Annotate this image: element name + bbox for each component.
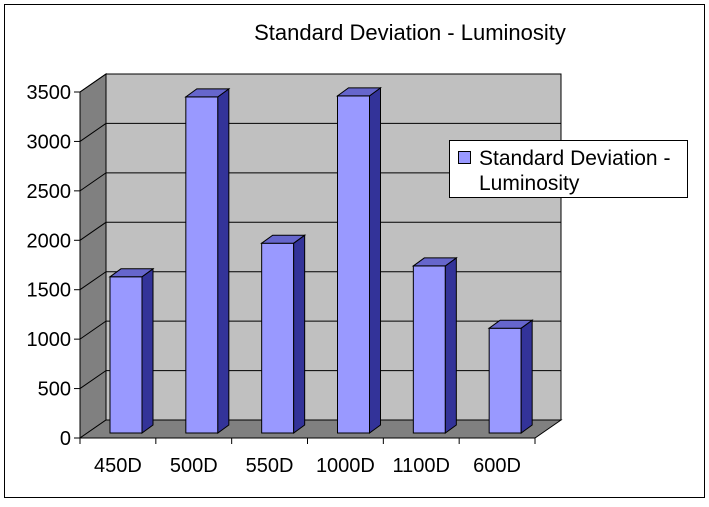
x-tick-label-1000D: 1000D <box>316 455 375 477</box>
gridline <box>79 122 561 142</box>
plot-area: 0 500 1000 1500 2000 2500 3000 3500 450D 500D 550D… <box>27 73 563 477</box>
x-tick-label-550D: 550D <box>246 455 294 477</box>
bar-top-1100D <box>411 257 458 267</box>
bar-side-550D <box>293 234 306 434</box>
legend-label-line2: Luminosity <box>479 172 580 195</box>
bar-500D <box>185 96 219 434</box>
bar-side-600D <box>520 319 533 434</box>
bar-top-1000D <box>335 87 383 97</box>
y-tick-label: 0 <box>60 428 71 450</box>
y-tick-label: 1000 <box>27 329 72 351</box>
y-tick-label: 3000 <box>27 131 72 153</box>
gridline <box>79 73 561 93</box>
bar-550D <box>261 242 295 434</box>
legend-box <box>449 140 688 198</box>
bar-side-1000D <box>369 86 381 434</box>
gridline <box>79 221 561 241</box>
y-tick-label: 500 <box>38 379 71 401</box>
gridline <box>79 271 561 291</box>
bar-side-500D <box>217 87 230 434</box>
bar-top-500D <box>184 88 231 98</box>
y-tick-label: 2000 <box>27 230 72 252</box>
bar-side-450D <box>141 267 154 434</box>
y-tick-label: 2500 <box>27 181 72 203</box>
legend-swatch <box>458 151 471 164</box>
gridline <box>79 320 561 340</box>
bar-top-600D <box>487 319 534 329</box>
side-wall <box>79 73 107 439</box>
bar-1000D <box>337 95 370 434</box>
bar-top-450D <box>108 268 155 278</box>
bar-side-1100D <box>444 256 457 434</box>
bar-600D <box>488 327 522 434</box>
x-tick-label-1100D: 1100D <box>393 455 450 477</box>
x-tick-label-600D: 600D <box>473 455 521 477</box>
legend-label-line1: Standard Deviation - <box>479 147 670 170</box>
chart-title: Standard Deviation - Luminosity <box>254 20 566 45</box>
gridline <box>79 370 561 389</box>
gridline <box>79 172 561 192</box>
y-tick-label: 3500 <box>27 82 72 104</box>
bar-1100D <box>412 265 446 434</box>
x-tick-label-500D: 500D <box>170 455 218 477</box>
legend: Standard Deviation - Luminosity <box>449 140 688 198</box>
bar-top-550D <box>260 234 307 244</box>
y-tick-label: 1500 <box>27 280 72 302</box>
x-tick-label-450D: 450D <box>94 455 142 477</box>
bar-450D <box>109 276 143 434</box>
